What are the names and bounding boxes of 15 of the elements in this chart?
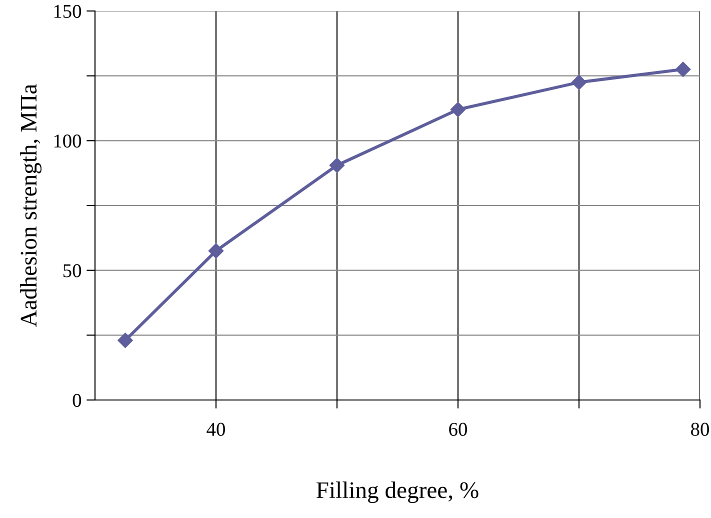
y-tick-label: 100 (54, 134, 82, 148)
point (208, 243, 224, 258)
point (329, 158, 345, 173)
x-tick-label: 40 (206, 422, 225, 436)
y-tick-label: 150 (54, 4, 82, 18)
point (450, 102, 466, 118)
point (571, 74, 587, 90)
point (118, 332, 133, 348)
y-tick-label: 0 (72, 394, 82, 407)
x-tick-label: 80 (691, 422, 709, 436)
x-axis-title: Filling degree, % (316, 482, 478, 503)
point (675, 62, 691, 77)
y-axis-title: Aadhesion strength, МПа (20, 84, 42, 327)
y-tick-label: 50 (63, 264, 82, 278)
x-tick-label: 60 (449, 422, 467, 436)
